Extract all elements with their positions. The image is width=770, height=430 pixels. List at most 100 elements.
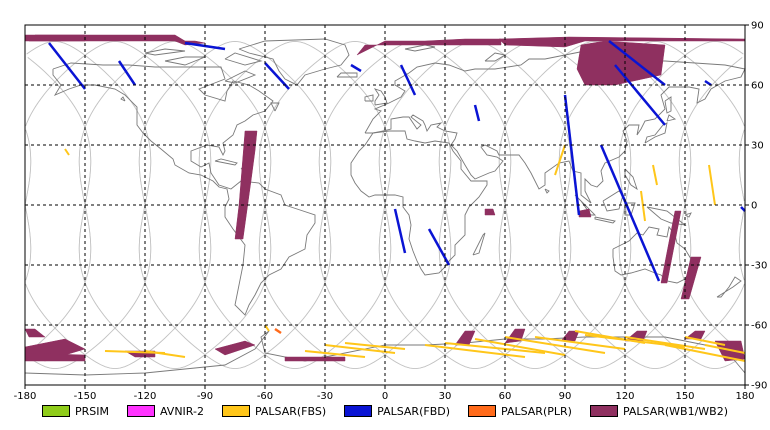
swath-fbs-0 [64, 148, 70, 156]
swath-wb-4 [498, 36, 746, 48]
swath-fbd-9 [563, 94, 581, 216]
x-tick-label: 90 [559, 391, 572, 402]
swath-fbs-18 [640, 190, 646, 222]
swath-fbs-19 [652, 164, 658, 186]
legend: PRSIM AVNIR-2 PALSAR(FBS) PALSAR(FBD) PALSAR… [0, 398, 770, 424]
swath-wb-12 [284, 356, 346, 362]
swath-fbd-10 [599, 144, 661, 282]
swath-fbs-6 [344, 342, 406, 350]
swath-fbs-14 [684, 336, 726, 346]
coastline-6 [373, 88, 388, 106]
swath-fbd-7 [393, 208, 407, 254]
coastline-8 [336, 72, 358, 78]
legend-swatch [126, 405, 155, 417]
coastline-7 [364, 94, 374, 102]
orbit-track-10 [618, 40, 744, 206]
y-tick-label: 90 [751, 21, 764, 32]
coastline-28 [270, 102, 280, 112]
coastline-17 [624, 168, 638, 191]
orbit-track-11 [678, 57, 743, 206]
y-tick-label: -90 [751, 381, 767, 392]
legend-item-0: PRSIM [41, 404, 109, 418]
legend-swatch [344, 405, 373, 417]
swath-fbd-11 [614, 64, 666, 126]
coastline-29 [224, 70, 257, 84]
orbit-track-6 [24, 204, 32, 281]
legend-item-3: PALSAR(FBD) [344, 405, 450, 418]
coastline-19 [544, 188, 550, 194]
x-tick-label: 150 [675, 391, 694, 402]
legend-item-5: PALSAR(WB1/WB2) [589, 405, 728, 418]
x-tick-label: 0 [382, 391, 388, 402]
observation-swaths [24, 34, 746, 362]
x-tick-label: -90 [197, 391, 213, 402]
coastline-18 [716, 276, 742, 298]
legend-swatch [41, 405, 70, 417]
axis-ticks: -180 -150 -120 -90 -60 -30 0 30 60 90 120 150 180 90 6… [14, 21, 768, 403]
swath-fbd-1 [117, 60, 137, 86]
swath-wb-7 [24, 328, 46, 338]
swath-fbd-13 [704, 79, 712, 87]
swath-fbs-9 [474, 338, 566, 356]
legend-item-4: PALSAR(PLR) [468, 405, 572, 418]
swath-fbd-8 [427, 228, 451, 266]
orbit-track-9 [24, 129, 32, 206]
legend-label: PALSAR(FBS) [254, 404, 327, 418]
x-tick-label: -30 [317, 391, 333, 402]
legend-label: PRSIM [74, 404, 109, 418]
y-tick-label: -30 [751, 261, 767, 272]
swath-wb-11 [214, 340, 256, 356]
x-tick-label: 120 [615, 391, 634, 402]
coastline-13 [594, 216, 616, 224]
coastline-2 [364, 48, 746, 204]
orbit-track-7 [27, 204, 92, 353]
y-tick-label: 30 [751, 141, 764, 152]
swath-wb-19 [484, 208, 496, 216]
coastline-0 [52, 62, 316, 316]
swath-fbs-10 [504, 336, 606, 354]
orbit-track-3 [25, 40, 212, 206]
swath-plr-0 [274, 327, 282, 335]
swath-fbs-4 [304, 350, 366, 358]
swath-wb-1 [28, 34, 186, 42]
swath-wb-6 [234, 130, 258, 240]
legend-swatch [221, 405, 250, 417]
swath-fbs-5 [324, 344, 396, 354]
coastline-14 [602, 190, 624, 212]
swath-fbs-11 [534, 336, 626, 350]
swath-fbs-8 [444, 342, 546, 354]
legend-item-2: PALSAR(FBS) [221, 404, 327, 418]
x-tick-label: 180 [735, 391, 754, 402]
swath-fbs-7 [424, 344, 526, 358]
swath-fbd-6 [473, 104, 481, 122]
swath-fbs-17 [704, 344, 746, 354]
orbit-track-3 [738, 129, 745, 202]
coastline-9 [472, 232, 486, 256]
coastline-30 [120, 96, 126, 102]
swath-fbs-13 [624, 336, 706, 350]
legend-swatch [468, 405, 497, 417]
coastline-1 [238, 38, 350, 86]
x-tick-label: -120 [134, 391, 157, 402]
x-tick-label: -150 [74, 391, 97, 402]
legend-swatch [589, 405, 618, 417]
orbit-track-9 [25, 204, 212, 370]
swath-wb-21 [660, 210, 682, 284]
x-tick-label: -60 [257, 391, 273, 402]
orbit-track-8 [26, 204, 152, 370]
swath-fbd-0 [48, 42, 86, 90]
x-tick-label: 60 [499, 391, 512, 402]
swath-fbd-5 [399, 64, 417, 96]
swath-wb-22 [680, 256, 702, 300]
coastline-27 [664, 96, 672, 114]
swath-fbs-3 [104, 350, 166, 354]
y-tick-label: 60 [751, 81, 764, 92]
orbit-track-10 [27, 57, 272, 370]
legend-label: PALSAR(FBD) [377, 404, 451, 418]
coastline-20 [214, 158, 238, 166]
swath-fbd-4 [350, 63, 362, 73]
legend-item-1: AVNIR-2 [126, 405, 204, 418]
swath-fbd-14 [740, 206, 746, 212]
swath-fbs-20 [554, 144, 566, 176]
coastline-31 [684, 212, 692, 218]
